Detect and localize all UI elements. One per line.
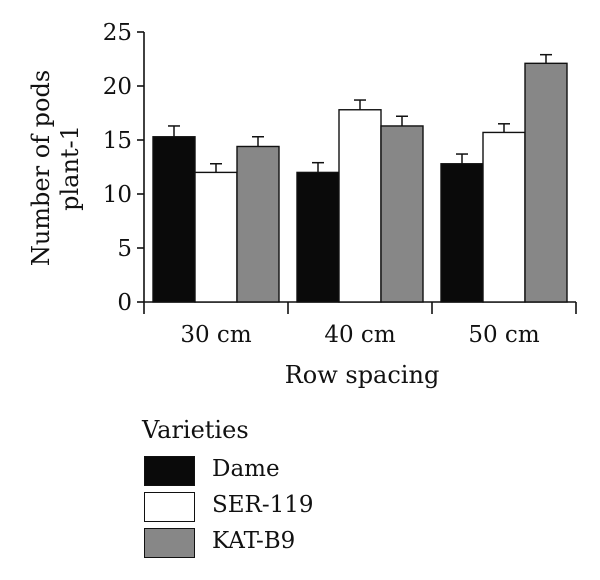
y-tick-label: 20 [103,74,132,100]
y-tick-label: 25 [103,20,132,46]
legend-swatch-ser-119 [144,492,195,522]
legend-swatch-dame [144,456,195,486]
y-axis-label-line-1: Number of pods [27,70,55,266]
bar-ser-119-30-cm [194,171,238,303]
bar-dame-30-cm [152,136,196,303]
y-axis-label: Number of pods plant-1 [27,70,84,266]
bar-kat-b9-50-cm [524,62,568,303]
bar-chart: Number of pods plant-1 0 5 10 15 20 25 30 cm 40… [27,20,577,389]
legend-title: Varieties [142,416,249,444]
legend-label-ser-119: SER-119 [212,492,314,518]
x-tick-label: 40 cm [324,322,395,348]
legend-label-dame: Dame [212,456,280,482]
bar-kat-b9-30-cm [236,145,280,303]
bar-dame-50-cm [440,163,484,303]
bar-ser-119-40-cm [338,109,382,303]
legend-label-kat-b9: KAT-B9 [212,528,296,554]
legend: Varieties Dame SER-119 KAT-B9 [142,414,442,574]
bar-ser-119-50-cm [482,131,526,303]
legend-swatch-kat-b9 [144,528,195,558]
x-axis-label: Row spacing [285,361,440,389]
y-tick-label: 10 [103,182,132,208]
y-tick-label: 5 [117,236,132,262]
y-axis-label-line-2: plant-1 [56,125,84,211]
x-tick-label: 50 cm [468,322,539,348]
y-tick-label: 0 [117,290,132,316]
x-tick-label: 30 cm [180,322,251,348]
bar-dame-40-cm [296,171,340,303]
bar-kat-b9-40-cm [380,125,424,303]
y-tick-label: 15 [103,128,132,154]
